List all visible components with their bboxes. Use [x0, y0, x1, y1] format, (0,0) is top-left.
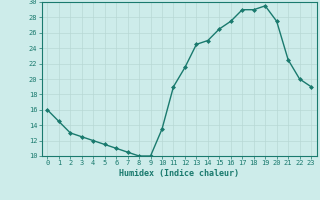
X-axis label: Humidex (Indice chaleur): Humidex (Indice chaleur) [119, 169, 239, 178]
